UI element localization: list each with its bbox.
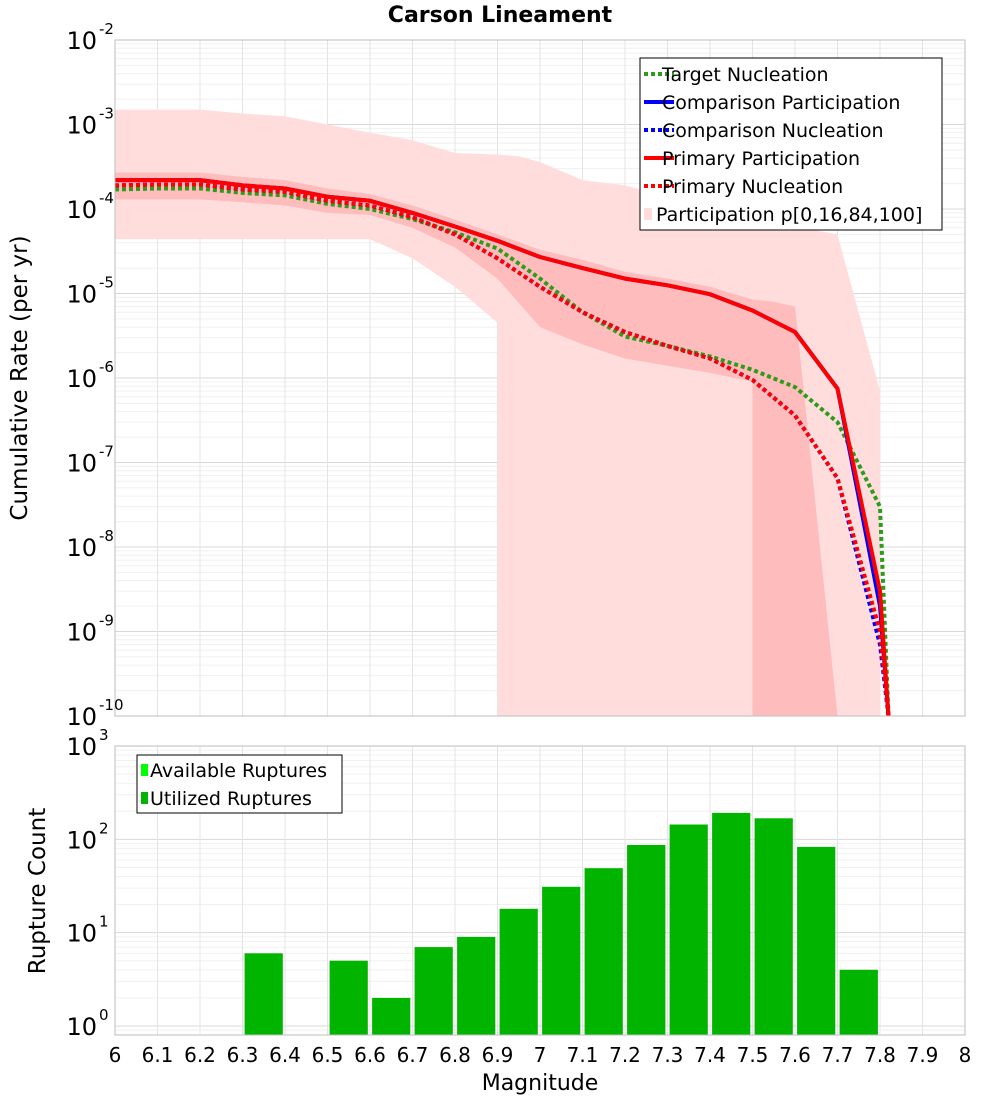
- y-tick-label: 10: [66, 365, 97, 393]
- y-tick-label: 10: [66, 920, 97, 948]
- top-panel: 10-210-310-410-510-610-710-810-910-10 Cu…: [7, 20, 966, 731]
- top-plot-border: [114, 39, 966, 717]
- y-tick-exponent: 1: [99, 913, 109, 931]
- x-tick-label: 6: [109, 1043, 122, 1067]
- legend-label: Utilized Ruptures: [150, 788, 312, 810]
- rupture-bar: [669, 824, 708, 1035]
- y-tick-label: 10: [66, 1013, 97, 1041]
- y-tick-label: 10: [66, 196, 97, 224]
- x-tick-label: 7.7: [822, 1043, 854, 1067]
- x-tick-label: 7.5: [737, 1043, 769, 1067]
- rupture-bar: [372, 997, 411, 1035]
- top-series-lines: [114, 178, 891, 717]
- legend-label: Primary Nucleation: [662, 176, 843, 198]
- y-tick-label: 10: [66, 281, 97, 309]
- y-tick-exponent: 0: [99, 1006, 109, 1024]
- series-line: [114, 182, 891, 717]
- rupture-bar: [712, 812, 751, 1035]
- x-tick-label: 7.2: [609, 1043, 641, 1067]
- x-tick-label: 6.2: [184, 1043, 216, 1067]
- legend-swatch: [141, 764, 148, 776]
- legend-swatch: [141, 792, 148, 804]
- rupture-bar: [542, 886, 581, 1035]
- y-tick-exponent: -2: [99, 20, 114, 38]
- rupture-bar: [754, 818, 793, 1035]
- top-y-axis-label: Cumulative Rate (per yr): [7, 235, 33, 520]
- x-tick-label: 6.3: [227, 1043, 259, 1067]
- legend-box: [639, 57, 943, 231]
- top-uncertainty-bands: [115, 109, 880, 717]
- y-tick-exponent: -10: [99, 696, 124, 714]
- x-tick-label: 6.8: [439, 1043, 471, 1067]
- top-legend: Target Nucleation Comparison Participatio…: [639, 57, 943, 231]
- legend-label: Primary Participation: [662, 148, 860, 170]
- x-tick-label: 7.4: [694, 1043, 726, 1067]
- x-tick-label: 7.3: [652, 1043, 684, 1067]
- legend-box: [136, 754, 343, 814]
- y-tick-exponent: 3: [99, 726, 109, 744]
- x-tick-labels: 6 6.1 6.2 6.3 6.4 6.5 6.6 6.7 6.8 6.9 7 7.1 7.2 7.3 7.…: [109, 1043, 972, 1067]
- legend-swatch: [644, 208, 652, 220]
- y-tick-exponent: -6: [99, 358, 114, 376]
- legend-label: Participation p[0,16,84,100]: [656, 204, 922, 226]
- series-line: [114, 186, 891, 717]
- bottom-y-axis-label: Rupture Count: [25, 808, 51, 974]
- y-tick-label: 10: [66, 450, 97, 478]
- series-line: [115, 178, 891, 717]
- x-tick-label: 7.9: [907, 1043, 939, 1067]
- chart-title: Carson Lineament: [388, 3, 613, 28]
- y-tick-label: 10: [66, 534, 97, 562]
- uncertainty-band: [115, 109, 880, 717]
- y-tick-exponent: -8: [99, 527, 114, 545]
- y-tick-label: 10: [66, 733, 97, 761]
- legend-label: Target Nucleation: [661, 64, 829, 86]
- x-tick-label: 6.4: [269, 1043, 301, 1067]
- y-tick-label: 10: [66, 826, 97, 854]
- x-tick-label: 7: [534, 1043, 547, 1067]
- bottom-plot-border: [114, 745, 966, 1036]
- rupture-bar: [584, 868, 623, 1035]
- y-tick-label: 10: [66, 112, 97, 140]
- x-tick-label: 6.9: [482, 1043, 514, 1067]
- top-y-tick-labels: 10-210-310-410-510-610-710-810-910-10: [66, 20, 123, 731]
- rupture-bar: [797, 846, 836, 1035]
- x-tick-label: 7.6: [779, 1043, 811, 1067]
- rupture-bar: [414, 947, 453, 1035]
- x-tick-label: 6.6: [354, 1043, 386, 1067]
- rupture-bar: [839, 969, 878, 1035]
- legend-label: Available Ruptures: [150, 760, 327, 782]
- legend-label: Comparison Nucleation: [662, 120, 884, 142]
- x-tick-label: 7.1: [567, 1043, 599, 1067]
- x-tick-label: 6.7: [397, 1043, 429, 1067]
- rupture-bar: [457, 936, 496, 1035]
- y-tick-label: 10: [66, 703, 97, 731]
- bottom-bars: [244, 812, 878, 1035]
- uncertainty-band: [115, 172, 838, 716]
- rupture-bar: [329, 960, 368, 1035]
- legend-label: Comparison Participation: [662, 92, 900, 114]
- y-tick-label: 10: [66, 27, 97, 55]
- x-axis-label: Magnitude: [482, 1071, 599, 1096]
- y-tick-exponent: -9: [99, 612, 114, 630]
- y-tick-exponent: -4: [99, 189, 114, 207]
- rupture-bar: [244, 953, 283, 1035]
- y-tick-exponent: -5: [99, 274, 114, 292]
- x-tick-label: 7.8: [864, 1043, 896, 1067]
- rupture-bar: [499, 908, 538, 1035]
- x-tick-label: 8: [959, 1043, 972, 1067]
- y-tick-label: 10: [66, 619, 97, 647]
- bottom-legend: Available Ruptures Utilized Ruptures: [136, 754, 343, 814]
- x-tick-label: 6.5: [312, 1043, 344, 1067]
- x-tick-label: 6.1: [142, 1043, 174, 1067]
- y-tick-exponent: 2: [99, 819, 109, 837]
- rupture-bar: [627, 845, 666, 1035]
- y-tick-exponent: -7: [99, 443, 114, 461]
- y-tick-exponent: -3: [99, 105, 114, 123]
